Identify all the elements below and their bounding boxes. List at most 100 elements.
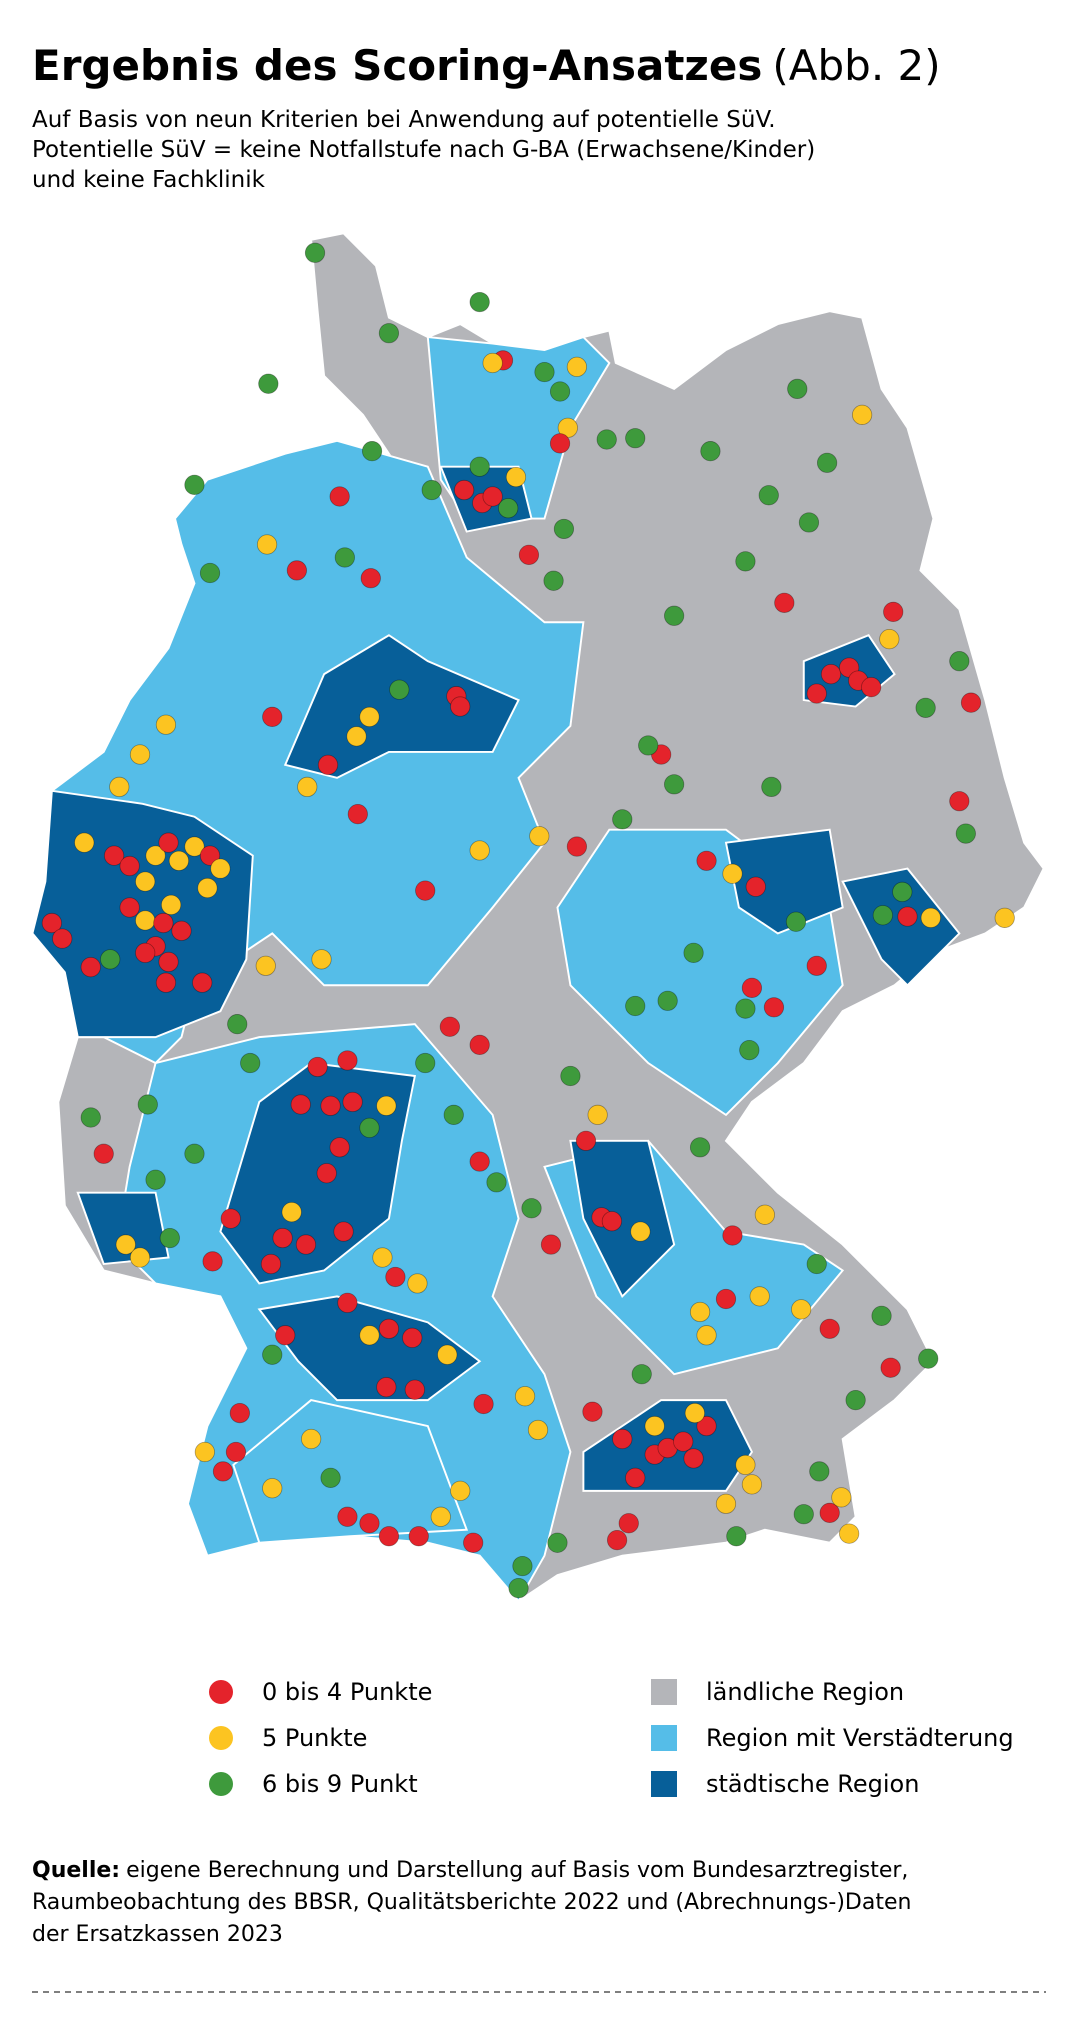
map-dot — [334, 547, 355, 568]
map-dot — [638, 735, 659, 756]
map-dot — [153, 912, 174, 934]
source-text: eigene Berechnung und Darstellung auf Ba… — [126, 1858, 908, 1883]
map-dot — [689, 1301, 711, 1323]
source-line: Raumbeobachtung des BBSR, Qualitätsberic… — [32, 1890, 911, 1915]
legend-label: ländliche Region — [706, 1678, 904, 1706]
legend-dot — [209, 1726, 233, 1750]
map-dot — [473, 1393, 494, 1415]
subtitle-line: und keine Fachklinik — [32, 167, 266, 193]
map-dot — [194, 1441, 215, 1463]
map-dot — [275, 1325, 296, 1346]
map-dot — [700, 441, 721, 462]
map-dot — [741, 1474, 763, 1495]
map-dot — [307, 1056, 328, 1078]
map-dot — [317, 754, 339, 775]
map-dot — [486, 1172, 507, 1193]
map-dot — [684, 1402, 705, 1424]
map-dot — [880, 1357, 901, 1378]
map-dot — [529, 826, 550, 847]
map-dot — [735, 551, 756, 572]
map-dot — [689, 1137, 711, 1158]
map-dot — [763, 997, 785, 1018]
map-dot — [158, 832, 179, 853]
map-dot — [920, 907, 941, 928]
legend-label: 5 Punkte — [262, 1724, 367, 1752]
map-dot — [469, 840, 490, 861]
map-dot — [439, 1016, 460, 1037]
map-dot — [527, 1419, 549, 1441]
map-dot — [155, 714, 177, 735]
source-label: Quelle: — [32, 1858, 120, 1883]
map-dot — [262, 1478, 283, 1499]
map-dot — [883, 601, 904, 623]
map-dot — [582, 1401, 603, 1422]
map-dot — [184, 836, 205, 857]
map-dot — [402, 1327, 423, 1348]
map-dot — [329, 486, 350, 507]
map-dot — [135, 942, 156, 963]
map-dot — [129, 744, 151, 765]
map-dot — [518, 544, 540, 565]
map-dot — [806, 683, 827, 704]
title-suffix: (Abb. 2) — [772, 41, 940, 90]
map-dot — [741, 977, 763, 998]
map-dot — [109, 776, 130, 798]
map-dot — [199, 845, 221, 866]
map-dot — [184, 474, 205, 495]
map-dot — [547, 1532, 568, 1553]
map-dot — [754, 1204, 775, 1225]
map-dot — [508, 1577, 529, 1599]
map-dot — [256, 534, 278, 555]
title: Ergebnis des Scoring-Ansatzes (Abb. 2) — [32, 41, 941, 90]
map-dot — [787, 378, 808, 400]
map-dot — [443, 1104, 464, 1126]
map-dot — [879, 629, 900, 650]
source-line: Quelle: eigene Berechnung und Darstellung… — [32, 1858, 908, 1883]
region-urban — [76, 1191, 170, 1266]
map-dot — [304, 242, 326, 263]
map-dot — [664, 605, 685, 626]
map-dot — [664, 774, 685, 795]
map-dot — [758, 485, 779, 506]
map-dot — [155, 972, 177, 993]
legend: 0 bis 4 Punkte 5 Punkte 6 bis 9 Punkt ländl… — [209, 1678, 1014, 1798]
map-dot — [534, 361, 555, 383]
map-dot — [119, 897, 140, 918]
map-dot — [281, 1202, 302, 1223]
map-dot — [696, 1325, 717, 1346]
map-dot — [258, 373, 279, 394]
map-dot — [469, 1034, 490, 1056]
map-dot — [540, 1234, 562, 1255]
map-dot — [749, 1286, 770, 1307]
map-dot — [255, 955, 276, 976]
map-dot — [159, 1227, 180, 1249]
map-dot — [469, 1151, 490, 1172]
map-dot — [320, 1467, 341, 1489]
map-dot — [715, 1288, 737, 1310]
map-dot — [129, 1247, 151, 1268]
map-dot — [566, 356, 588, 377]
map-dot — [612, 809, 633, 830]
region-urban — [724, 828, 844, 935]
map-dot — [430, 1506, 451, 1527]
map-dot — [549, 381, 571, 402]
map-dot — [158, 951, 179, 973]
map-dot — [378, 1318, 400, 1339]
map-dot — [192, 972, 213, 993]
map-dot — [625, 995, 646, 1017]
map-dot — [347, 804, 368, 825]
map-dot — [791, 1299, 812, 1320]
map-dot — [80, 957, 101, 978]
map-dot — [80, 1107, 101, 1128]
map-dot — [845, 1390, 866, 1411]
map-dot — [739, 1039, 760, 1061]
map-dot — [329, 1137, 350, 1158]
map-dot — [566, 836, 588, 857]
map-dot — [337, 1292, 358, 1313]
map-dot — [785, 911, 807, 932]
map-dot — [359, 1117, 380, 1138]
map-dot — [421, 479, 442, 501]
map-dot — [512, 1555, 533, 1577]
map — [31, 232, 1045, 1603]
